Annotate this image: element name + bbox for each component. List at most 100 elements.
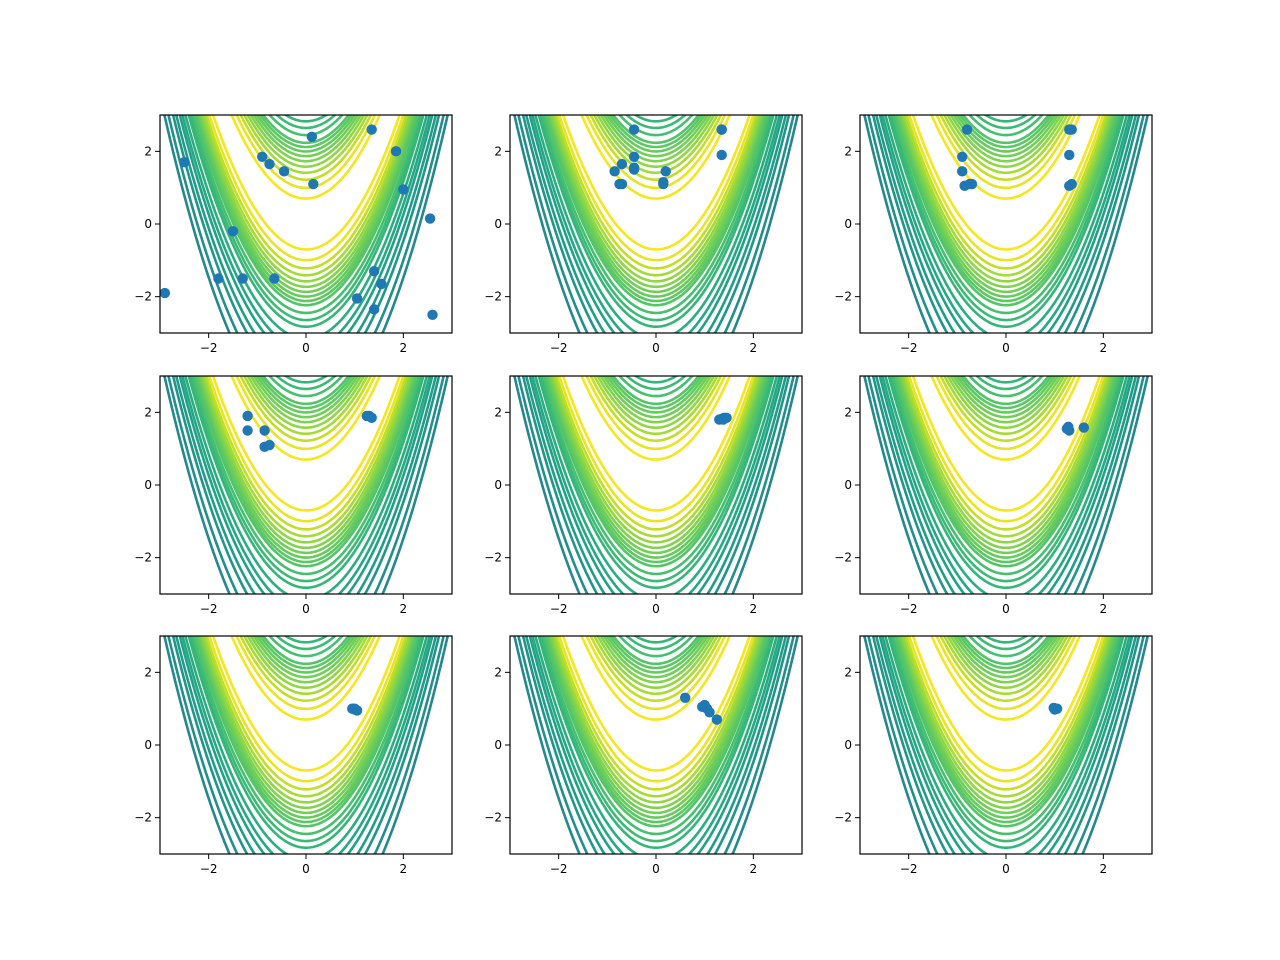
contour-line: [163, 376, 450, 594]
contour-line: [534, 115, 779, 333]
x-tick-label: −2: [200, 862, 218, 876]
contour-line: [539, 376, 773, 583]
contour-line: [557, 115, 755, 262]
contour-line: [592, 376, 719, 436]
contour-line: [555, 115, 758, 270]
contour-line: [191, 115, 421, 315]
contour-line: [580, 636, 732, 721]
contour-line: [242, 636, 369, 696]
contour-line: [887, 115, 1125, 329]
contour-line: [547, 376, 765, 555]
contour-line: [193, 115, 419, 307]
contour-line: [958, 376, 1054, 410]
data-point: [269, 273, 280, 284]
x-tick-label: 2: [750, 862, 758, 876]
contour-line: [531, 376, 782, 594]
contour-lines: [163, 636, 450, 854]
contour-line: [967, 115, 1044, 137]
contour-line: [197, 115, 415, 294]
contour-line: [500, 0, 811, 25]
contour-line: [246, 376, 366, 429]
contour-line: [205, 376, 408, 531]
contour-line: [550, 376, 762, 544]
x-tick-label: −2: [550, 602, 568, 616]
contour-line: [955, 115, 1057, 153]
contour-line: [599, 376, 713, 424]
data-point: [1066, 124, 1077, 135]
contour-line: [174, 115, 438, 333]
contour-line: [252, 115, 360, 158]
contour-line: [174, 376, 438, 594]
contour-line: [899, 376, 1114, 550]
contour-line: [889, 376, 1123, 583]
points: [957, 124, 1077, 192]
contour-line: [939, 115, 1073, 181]
contour-line: [949, 115, 1063, 163]
contour-line: [200, 636, 412, 804]
contour-line: [255, 636, 357, 674]
contour-line: [531, 636, 782, 854]
contour-line: [167, 636, 445, 854]
data-point: [242, 410, 253, 422]
contour-lines: [863, 636, 1150, 854]
contour-line: [524, 376, 788, 594]
contour-line: [184, 115, 429, 333]
data-point: [306, 131, 318, 142]
contour-line: [983, 636, 1029, 644]
points: [1048, 702, 1063, 715]
contour-line: [552, 636, 760, 798]
contour-line: [974, 376, 1037, 391]
data-point: [308, 178, 319, 190]
contour-line: [252, 636, 360, 679]
y-tick-label: 2: [844, 405, 852, 419]
x-tick-label: 2: [1100, 341, 1108, 355]
contour-line: [561, 376, 751, 512]
contour-line: [930, 376, 1082, 461]
contour-line: [150, 0, 461, 74]
contour-line: [871, 115, 1141, 333]
y-tick-label: −2: [484, 811, 502, 825]
contour-line: [878, 376, 1134, 594]
contour-line: [274, 115, 337, 130]
contour-line: [549, 376, 764, 550]
contour-line: [867, 636, 1145, 854]
contour-line: [557, 376, 755, 523]
contour-line: [939, 376, 1073, 442]
contour-line: [187, 376, 425, 590]
contour-line: [850, 0, 1161, 88]
contour-line: [874, 636, 1138, 854]
contour-line: [905, 636, 1108, 791]
contour-line: [850, 0, 1161, 370]
contour-line: [952, 376, 1060, 419]
contour-line: [611, 115, 701, 145]
y-tick-label: 2: [494, 144, 502, 158]
x-tick-label: −2: [550, 341, 568, 355]
contour-line: [585, 376, 727, 451]
contour-line: [249, 376, 363, 424]
contour-lines: [163, 376, 450, 594]
contour-line: [974, 115, 1037, 130]
contour-line: [899, 115, 1114, 289]
contour-line: [163, 636, 450, 854]
y-tick-label: −2: [134, 290, 152, 304]
contour-line: [267, 636, 344, 658]
y-tick-label: −2: [134, 811, 152, 825]
contour-line: [200, 115, 412, 283]
contour-line: [539, 636, 773, 843]
contour-line: [602, 636, 710, 679]
data-point: [368, 304, 380, 315]
contour-line: [907, 115, 1105, 262]
contour-line: [552, 115, 760, 277]
x-tick-label: 0: [302, 341, 310, 355]
data-point: [349, 704, 360, 715]
y-tick-label: −2: [484, 551, 502, 565]
contour-line: [899, 636, 1114, 810]
contour-lines: [850, 0, 1161, 333]
contour-line: [167, 115, 445, 333]
data-point: [628, 162, 640, 173]
contour-line: [983, 376, 1029, 384]
data-point: [351, 293, 363, 304]
data-point: [179, 157, 190, 168]
contour-line: [624, 376, 687, 391]
contour-line: [174, 636, 438, 854]
